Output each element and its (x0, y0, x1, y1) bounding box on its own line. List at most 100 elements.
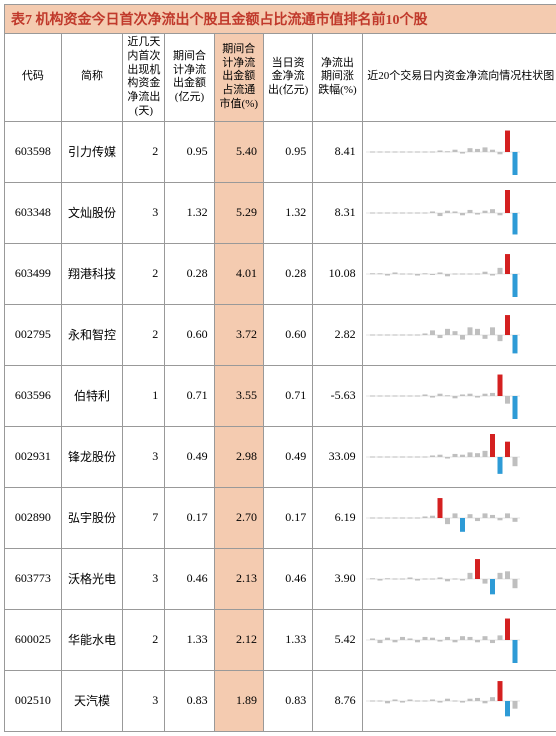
cell-chg: 6.19 (313, 487, 362, 548)
cell-pct: 5.40 (214, 121, 263, 182)
cell-chg: 5.42 (313, 609, 362, 670)
cell-spark (362, 609, 556, 670)
cell-code: 603596 (5, 365, 62, 426)
cell-name: 沃格光电 (61, 548, 123, 609)
cell-today: 0.28 (263, 243, 312, 304)
cell-code: 002931 (5, 426, 62, 487)
cell-amt: 0.46 (165, 548, 214, 609)
header-row: 代码 简称 近几天内首次出现机构资金净流出(天) 期间合计净流出金额(亿元) 期… (5, 34, 556, 122)
cell-chg: 8.31 (313, 182, 362, 243)
cell-pct: 2.13 (214, 548, 263, 609)
table-row: 002931锋龙股份30.492.980.4933.09 (5, 426, 556, 487)
cell-name: 伯特利 (61, 365, 123, 426)
cell-today: 0.17 (263, 487, 312, 548)
cell-pct: 2.98 (214, 426, 263, 487)
cell-today: 0.49 (263, 426, 312, 487)
cell-chg: 33.09 (313, 426, 362, 487)
cell-name: 永和智控 (61, 304, 123, 365)
cell-pct: 3.72 (214, 304, 263, 365)
cell-name: 华能水电 (61, 609, 123, 670)
cell-today: 1.33 (263, 609, 312, 670)
cell-days: 3 (123, 670, 165, 731)
cell-code: 002510 (5, 670, 62, 731)
cell-code: 002890 (5, 487, 62, 548)
cell-spark (362, 426, 556, 487)
cell-chg: -5.63 (313, 365, 362, 426)
cell-code: 603499 (5, 243, 62, 304)
col-today: 当日资金净流出(亿元) (263, 34, 312, 122)
cell-amt: 0.49 (165, 426, 214, 487)
col-name: 简称 (61, 34, 123, 122)
cell-amt: 0.28 (165, 243, 214, 304)
cell-spark (362, 670, 556, 731)
col-spark: 近20个交易日内资金净流向情况柱状图 (362, 34, 556, 122)
col-code: 代码 (5, 34, 62, 122)
table-row: 603773沃格光电30.462.130.463.90 (5, 548, 556, 609)
cell-days: 2 (123, 304, 165, 365)
cell-pct: 2.12 (214, 609, 263, 670)
cell-chg: 8.41 (313, 121, 362, 182)
table-row: 002795永和智控20.603.720.602.82 (5, 304, 556, 365)
table-row: 603348文灿股份31.325.291.328.31 (5, 182, 556, 243)
cell-amt: 0.60 (165, 304, 214, 365)
col-amt: 期间合计净流出金额(亿元) (165, 34, 214, 122)
cell-pct: 1.89 (214, 670, 263, 731)
cell-chg: 2.82 (313, 304, 362, 365)
cell-days: 2 (123, 121, 165, 182)
cell-name: 锋龙股份 (61, 426, 123, 487)
cell-today: 0.71 (263, 365, 312, 426)
cell-spark (362, 182, 556, 243)
cell-pct: 4.01 (214, 243, 263, 304)
cell-amt: 1.33 (165, 609, 214, 670)
cell-spark (362, 365, 556, 426)
cell-today: 0.60 (263, 304, 312, 365)
cell-pct: 5.29 (214, 182, 263, 243)
cell-amt: 0.17 (165, 487, 214, 548)
cell-chg: 10.08 (313, 243, 362, 304)
table-row: 603596伯特利10.713.550.71-5.63 (5, 365, 556, 426)
cell-pct: 3.55 (214, 365, 263, 426)
cell-days: 3 (123, 548, 165, 609)
cell-spark (362, 121, 556, 182)
cell-days: 2 (123, 243, 165, 304)
cell-days: 3 (123, 182, 165, 243)
cell-days: 1 (123, 365, 165, 426)
cell-name: 引力传媒 (61, 121, 123, 182)
table-title: 表7 机构资金今日首次净流出个股且金额占比流通市值排名前10个股 (4, 4, 556, 33)
cell-code: 603348 (5, 182, 62, 243)
cell-spark (362, 548, 556, 609)
cell-code: 002795 (5, 304, 62, 365)
cell-today: 1.32 (263, 182, 312, 243)
col-chg: 净流出期间涨跌幅(%) (313, 34, 362, 122)
cell-today: 0.83 (263, 670, 312, 731)
cell-days: 2 (123, 609, 165, 670)
cell-spark (362, 304, 556, 365)
cell-name: 弘宇股份 (61, 487, 123, 548)
cell-today: 0.46 (263, 548, 312, 609)
cell-code: 600025 (5, 609, 62, 670)
stock-table: 代码 简称 近几天内首次出现机构资金净流出(天) 期间合计净流出金额(亿元) 期… (4, 33, 556, 732)
cell-code: 603773 (5, 548, 62, 609)
cell-name: 翔港科技 (61, 243, 123, 304)
table-row: 600025华能水电21.332.121.335.42 (5, 609, 556, 670)
table-row: 603499翔港科技20.284.010.2810.08 (5, 243, 556, 304)
cell-amt: 0.95 (165, 121, 214, 182)
cell-amt: 0.83 (165, 670, 214, 731)
cell-amt: 1.32 (165, 182, 214, 243)
col-days: 近几天内首次出现机构资金净流出(天) (123, 34, 165, 122)
cell-today: 0.95 (263, 121, 312, 182)
table-row: 002510天汽模30.831.890.838.76 (5, 670, 556, 731)
col-pct: 期间合计净流出金额占流通市值(%) (214, 34, 263, 122)
table-row: 603598引力传媒20.955.400.958.41 (5, 121, 556, 182)
cell-amt: 0.71 (165, 365, 214, 426)
cell-code: 603598 (5, 121, 62, 182)
cell-days: 7 (123, 487, 165, 548)
cell-spark (362, 243, 556, 304)
cell-chg: 8.76 (313, 670, 362, 731)
cell-spark (362, 487, 556, 548)
cell-name: 天汽模 (61, 670, 123, 731)
cell-name: 文灿股份 (61, 182, 123, 243)
cell-days: 3 (123, 426, 165, 487)
cell-pct: 2.70 (214, 487, 263, 548)
cell-chg: 3.90 (313, 548, 362, 609)
